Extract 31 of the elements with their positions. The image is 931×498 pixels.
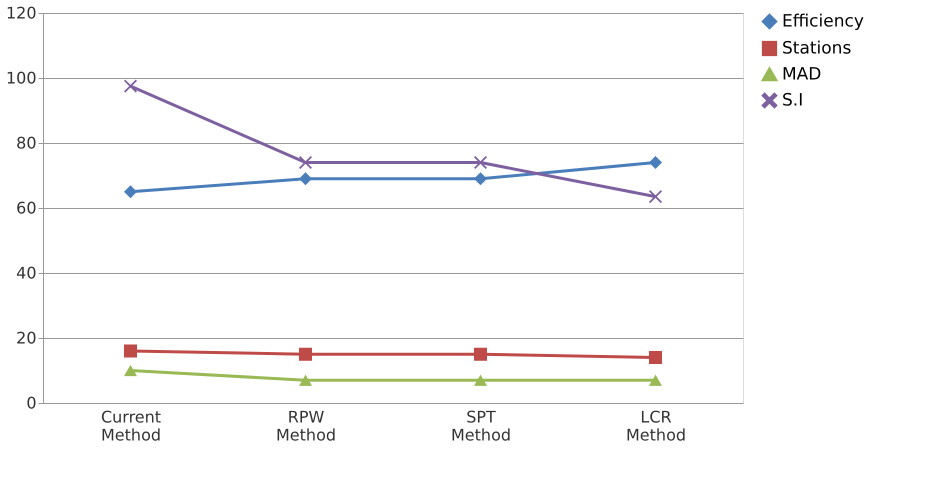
point: [474, 172, 488, 186]
point: [648, 350, 662, 364]
point: [474, 374, 488, 386]
point: [124, 80, 138, 93]
point: [648, 374, 662, 386]
point: [298, 348, 312, 361]
legend-label: S.I: [782, 90, 804, 110]
point: [474, 156, 488, 170]
y-tick-label: 80: [16, 134, 36, 152]
y-tick-label: 60: [16, 198, 36, 218]
legend-label: MAD: [782, 64, 822, 84]
y-tick-label: 100: [6, 68, 36, 88]
point: [648, 190, 662, 204]
point: [298, 172, 312, 186]
point: [648, 156, 662, 170]
x-tick-label: LCR Method: [626, 408, 686, 444]
point: [298, 156, 312, 170]
y-tick-label: 120: [6, 4, 36, 22]
point: [474, 348, 488, 361]
point: [124, 185, 138, 198]
y-tick-label: 0: [26, 394, 36, 412]
legend-label: Efficiency: [782, 12, 864, 32]
x-tick-label: RPW Method: [276, 408, 336, 444]
point: [298, 374, 312, 386]
y-tick-label: 20: [16, 328, 36, 348]
x-tick-label: SPT Method: [450, 408, 512, 444]
x-tick-label: Current Method: [100, 408, 162, 444]
y-tick-label: 40: [16, 264, 36, 282]
point: [124, 364, 138, 376]
legend-label: Stations: [782, 38, 852, 58]
point: [124, 344, 138, 358]
